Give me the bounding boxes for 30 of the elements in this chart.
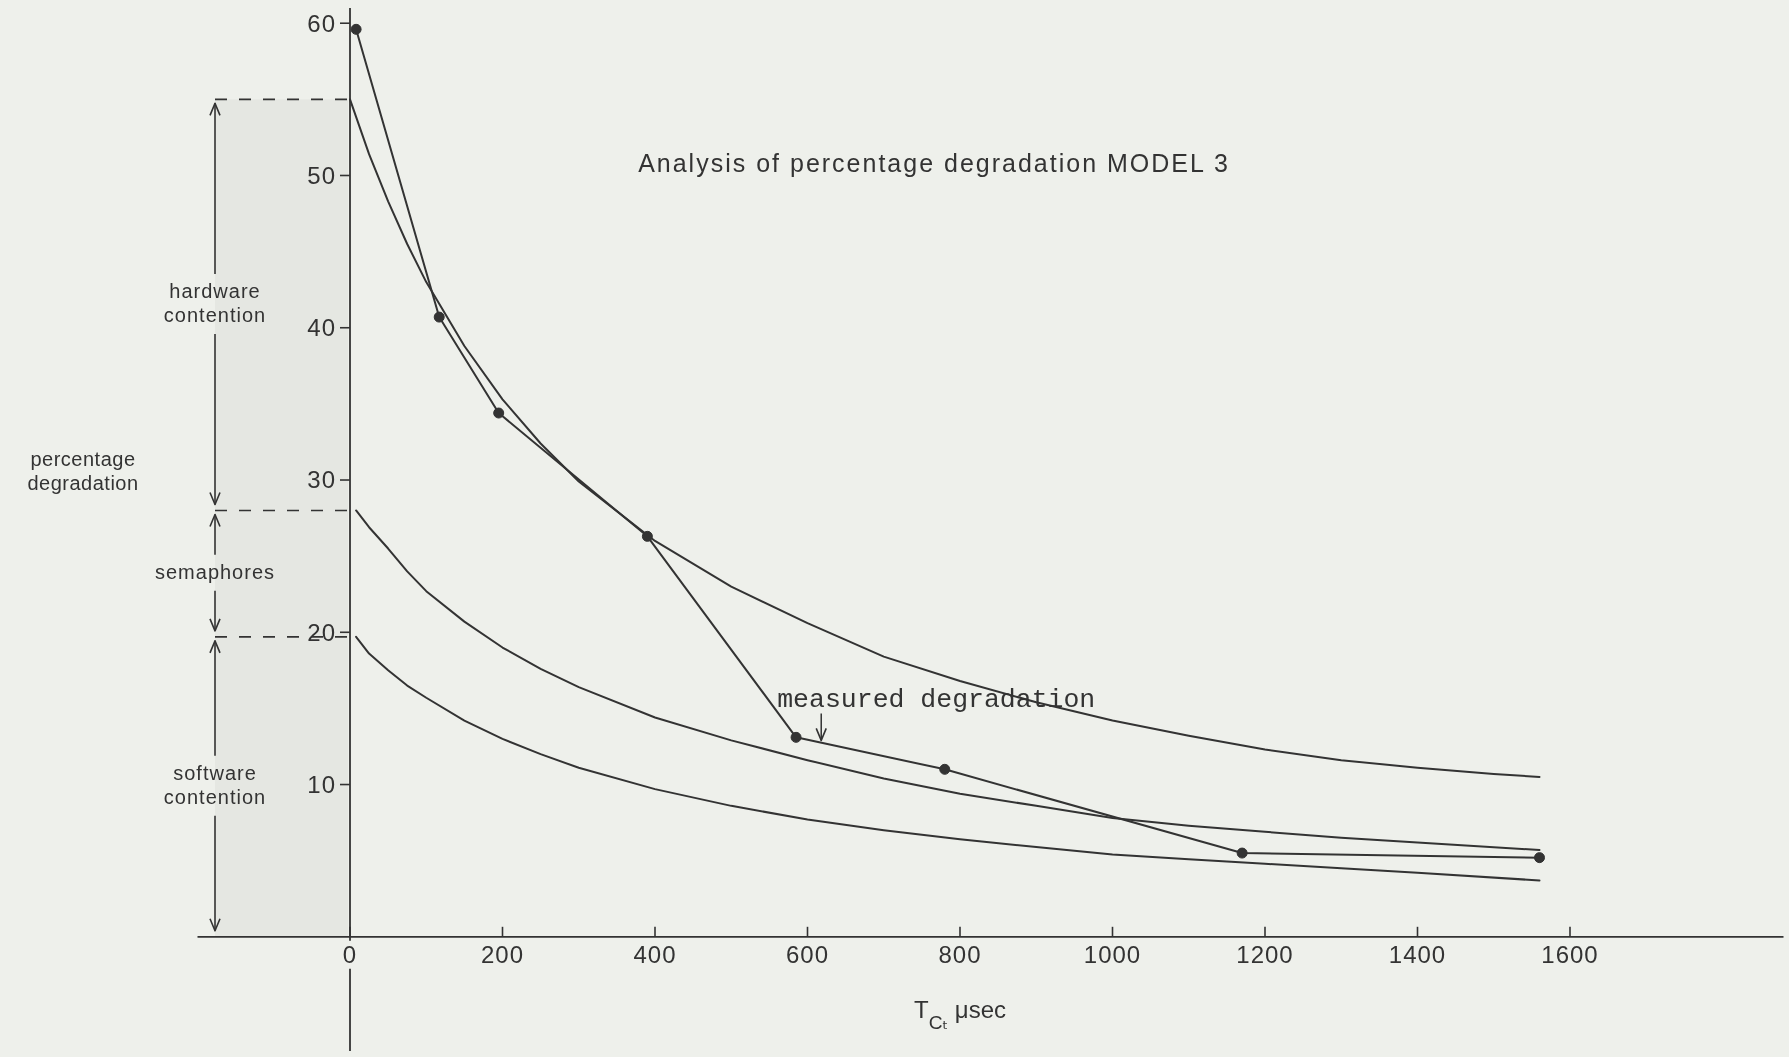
x-tick-label: 1200 [1236,940,1294,968]
point [1236,847,1248,859]
x-tick-label: 1600 [1541,940,1599,968]
x-tick-label: 400 [633,940,677,968]
point [433,311,445,323]
x-tick-label: 1000 [1083,940,1142,968]
x-tick-label: 800 [938,940,982,968]
point [939,763,951,775]
point [350,23,362,35]
y-tick-label: 50 [307,161,336,189]
y-tick-label: 10 [307,770,336,798]
y-tick-label: 30 [307,466,336,494]
x-tick-label: 0 [342,940,358,968]
point [1534,852,1545,864]
y-tick-label: 40 [307,314,336,342]
text: Analysis of percentage degradation MODEL 3 [638,149,1230,177]
x-tick-label: 200 [480,940,525,968]
y-tick-label: 60 [307,9,336,37]
y-axis-title: percentage degradation [27,448,139,495]
x-tick-label: 600 [785,940,830,968]
x-tick-label: 1400 [1388,940,1447,968]
line-series [355,635,1541,882]
y-tick-label: 20 [307,618,336,646]
point [641,530,653,542]
band-label: hardware contention [163,279,267,326]
point [493,407,505,419]
x-axis-title: T$_{Cₜ}$ μsec [913,996,1007,1033]
band-label: software contention [163,761,267,808]
point [790,731,802,743]
band-label: semaphores [154,560,276,583]
